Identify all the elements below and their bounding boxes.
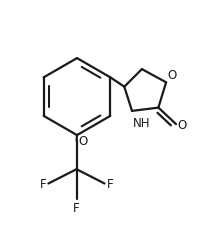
Text: O: O xyxy=(178,118,187,131)
Text: O: O xyxy=(167,69,176,82)
Text: F: F xyxy=(40,177,46,190)
Text: NH: NH xyxy=(133,117,151,130)
Text: F: F xyxy=(73,201,80,214)
Text: O: O xyxy=(78,135,88,147)
Text: F: F xyxy=(107,177,113,190)
